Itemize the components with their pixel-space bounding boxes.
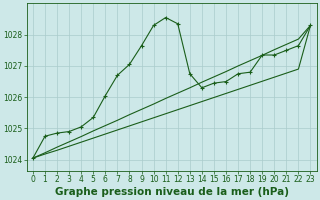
X-axis label: Graphe pression niveau de la mer (hPa): Graphe pression niveau de la mer (hPa): [55, 187, 289, 197]
